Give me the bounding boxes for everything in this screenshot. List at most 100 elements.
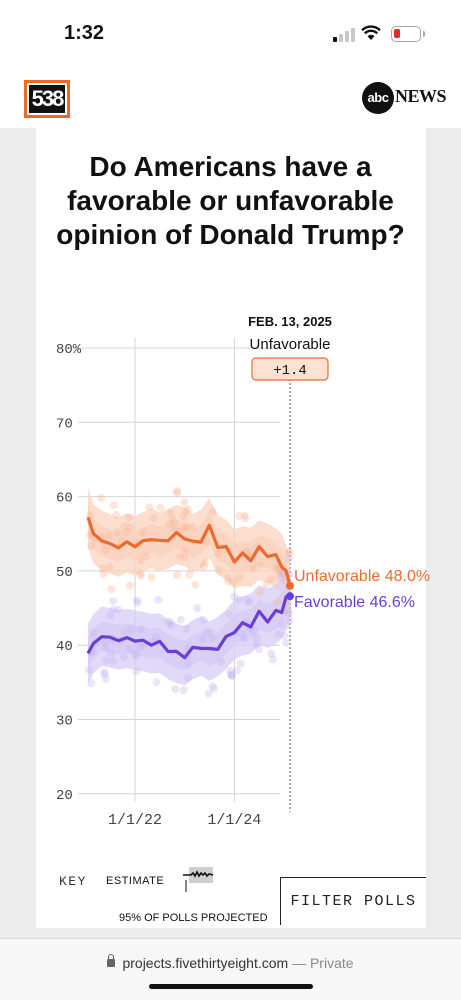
poll-dot xyxy=(235,573,244,582)
poll-dot xyxy=(184,505,193,514)
poll-dot xyxy=(89,628,98,637)
poll-dot xyxy=(173,486,182,495)
poll-dot xyxy=(275,573,284,582)
unfavorable-estimate-line xyxy=(86,516,292,587)
favorable-estimate-line xyxy=(86,594,291,660)
poll-dot xyxy=(109,605,118,614)
poll-dot xyxy=(249,626,258,635)
poll-dot xyxy=(285,548,294,557)
poll-dot xyxy=(230,592,239,601)
poll-dot xyxy=(241,514,250,523)
poll-dot xyxy=(176,552,185,561)
fivethirtyeight-logo[interactable]: 538 xyxy=(24,80,70,118)
poll-dot xyxy=(136,569,145,578)
poll-dot xyxy=(132,651,141,660)
unfavorable-end-point xyxy=(286,581,294,590)
annotation-date: FEB. 13, 2025 xyxy=(248,314,332,329)
poll-dot xyxy=(280,631,289,640)
poll-dot xyxy=(235,511,244,520)
url-text[interactable]: projects.fivethirtyeight.com xyxy=(122,955,289,971)
poll-dot xyxy=(223,573,232,582)
poll-dot xyxy=(99,569,108,578)
poll-dot xyxy=(139,528,148,537)
poll-dot xyxy=(284,608,293,617)
key-label: KEY xyxy=(59,874,87,889)
poll-dot xyxy=(163,617,172,626)
poll-dot xyxy=(109,500,118,509)
poll-dot xyxy=(166,618,175,627)
poll-dot xyxy=(105,563,114,572)
poll-dot xyxy=(187,522,196,531)
poll-dot xyxy=(126,523,135,532)
poll-dot xyxy=(171,524,180,533)
poll-dot xyxy=(114,605,123,614)
poll-dot xyxy=(132,667,141,676)
poll-dot xyxy=(113,528,122,537)
poll-dot xyxy=(165,520,174,529)
poll-dot xyxy=(285,616,294,625)
poll-dot xyxy=(101,674,110,683)
poll-dot xyxy=(176,615,185,624)
site-header: 538 abc NEWS xyxy=(0,70,461,128)
annotation-leader: Unfavorable xyxy=(250,336,331,353)
poll-dot xyxy=(145,503,154,512)
poll-dot xyxy=(272,563,281,572)
poll-dot xyxy=(120,522,129,531)
poll-dot xyxy=(232,666,241,675)
poll-dot xyxy=(208,682,217,691)
poll-dot xyxy=(84,665,93,674)
poll-dot xyxy=(166,508,175,517)
poll-dot xyxy=(86,541,95,550)
poll-dot xyxy=(109,596,118,605)
battery-icon xyxy=(391,26,421,42)
key-polls-label: 95% OF POLLS PROJECTED xyxy=(119,912,268,924)
poll-dot xyxy=(204,689,213,698)
poll-dot xyxy=(245,597,254,606)
poll-dot xyxy=(131,649,140,658)
margin-badge xyxy=(251,357,329,381)
poll-dot xyxy=(198,635,207,644)
poll-dot xyxy=(109,656,118,665)
poll-dot xyxy=(169,518,178,527)
poll-dot xyxy=(122,528,131,537)
poll-dot xyxy=(125,513,134,522)
poll-dot xyxy=(179,686,188,695)
poll-dot xyxy=(273,630,282,639)
poll-dot xyxy=(152,633,161,642)
poll-dot xyxy=(136,625,145,634)
poll-dot xyxy=(179,524,188,533)
poll-dot xyxy=(199,562,208,571)
poll-dot xyxy=(179,512,188,521)
poll-dot xyxy=(267,649,276,658)
filter-polls-button[interactable]: FILTER POLLS xyxy=(280,877,426,925)
poll-dot xyxy=(256,587,265,596)
poll-dot xyxy=(234,595,243,604)
poll-dot xyxy=(97,494,106,503)
poll-dot xyxy=(139,641,148,650)
poll-dot xyxy=(239,630,248,639)
key-estimate-label: ESTIMATE xyxy=(106,875,165,887)
poll-dot xyxy=(87,679,96,688)
home-indicator xyxy=(149,984,313,989)
poll-dot xyxy=(224,577,233,586)
poll-dot xyxy=(225,610,234,619)
poll-dot xyxy=(216,657,225,666)
estimate-legend-icon xyxy=(183,867,214,892)
abc-news-wordmark[interactable]: NEWS xyxy=(395,86,447,106)
poll-dot xyxy=(102,656,111,665)
poll-dot xyxy=(236,659,245,668)
approval-chart[interactable]: 80% 70 60 50 40 30 20 1/1/22 1/1/24 Unfavorable 4… xyxy=(0,300,461,840)
favorable-end-point xyxy=(286,592,294,601)
poll-dot xyxy=(252,633,261,642)
abc-logo[interactable]: abc xyxy=(362,82,394,114)
browser-address-bar[interactable]: projects.fivethirtyeight.com — Private xyxy=(0,938,461,1000)
y-tick-label: 40 xyxy=(56,639,73,655)
poll-dot xyxy=(126,581,135,590)
poll-dot xyxy=(227,670,236,679)
y-tick-label: 50 xyxy=(56,565,73,581)
poll-dot xyxy=(149,514,158,523)
clock: 1:32 xyxy=(64,22,105,44)
poll-dot xyxy=(181,552,190,561)
poll-dot xyxy=(173,571,182,580)
poll-dot xyxy=(136,643,145,652)
